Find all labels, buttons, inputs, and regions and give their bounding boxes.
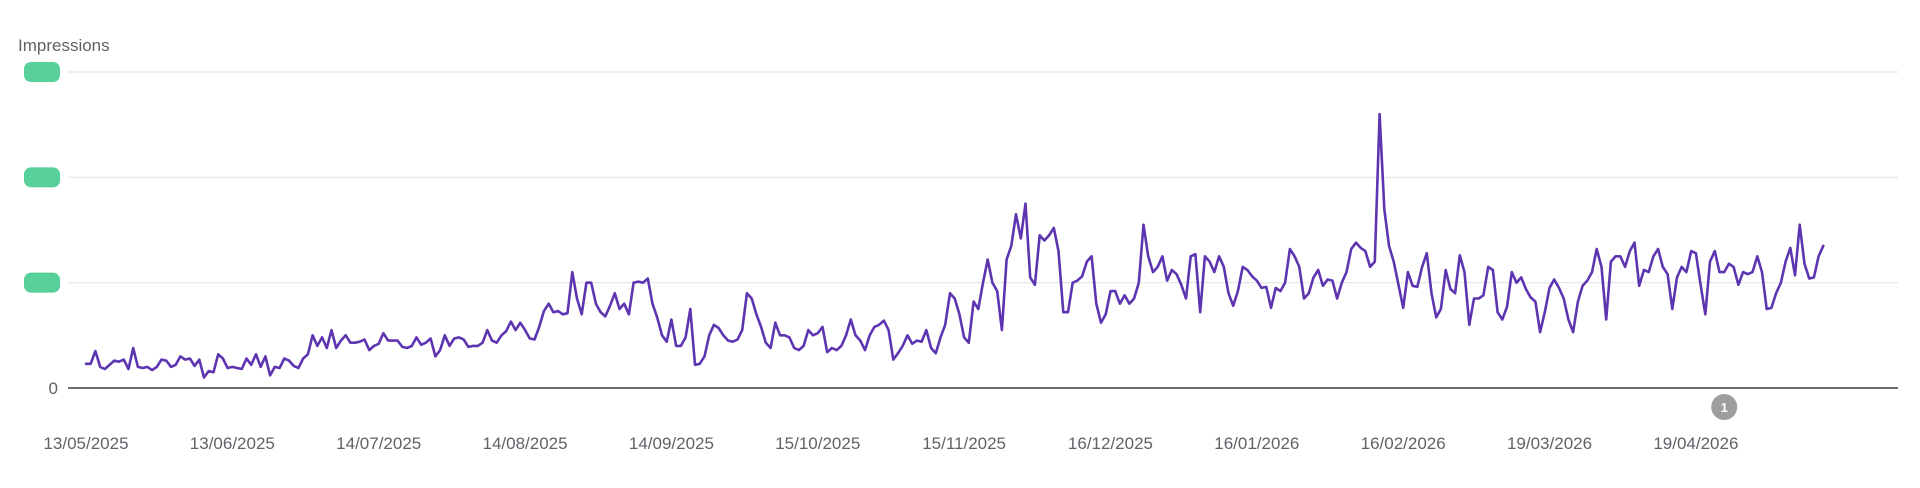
x-tick-label: 14/09/2025 [629, 434, 714, 453]
annotations: 1 [1711, 394, 1738, 420]
y-axis-label: Impressions [18, 36, 110, 55]
x-tick-labels: 13/05/2025 13/06/2025 14/07/2025 14/08/2025… [43, 434, 1738, 453]
x-tick-label: 15/11/2025 [922, 434, 1006, 453]
y-tick-labels: 0 [24, 62, 60, 398]
x-tick-label: 14/07/2025 [336, 434, 421, 453]
x-tick-label: 16/12/2025 [1068, 434, 1153, 453]
x-tick-label: 16/01/2026 [1214, 434, 1299, 453]
x-tick-label: 13/06/2025 [190, 434, 275, 453]
annotation-circle[interactable] [1711, 394, 1738, 420]
annotation-label: 1 [1721, 400, 1728, 415]
series-line-impressions [84, 112, 1825, 379]
x-tick-label: 19/04/2026 [1653, 434, 1738, 453]
x-tick-label: 15/10/2025 [775, 434, 860, 453]
x-tick-label: 19/03/2026 [1507, 434, 1592, 453]
y-tick-label-redacted [24, 167, 60, 188]
y-tick-label-redacted [24, 62, 60, 82]
y-tick-label-redacted [24, 272, 60, 293]
y-tick-label: 0 [49, 379, 58, 398]
x-tick-label: 13/05/2025 [43, 434, 128, 453]
x-tick-label: 16/02/2026 [1361, 434, 1446, 453]
annotation-marker[interactable]: 1 [1711, 394, 1738, 420]
gridlines [68, 71, 1898, 389]
x-tick-label: 14/08/2025 [483, 434, 568, 453]
